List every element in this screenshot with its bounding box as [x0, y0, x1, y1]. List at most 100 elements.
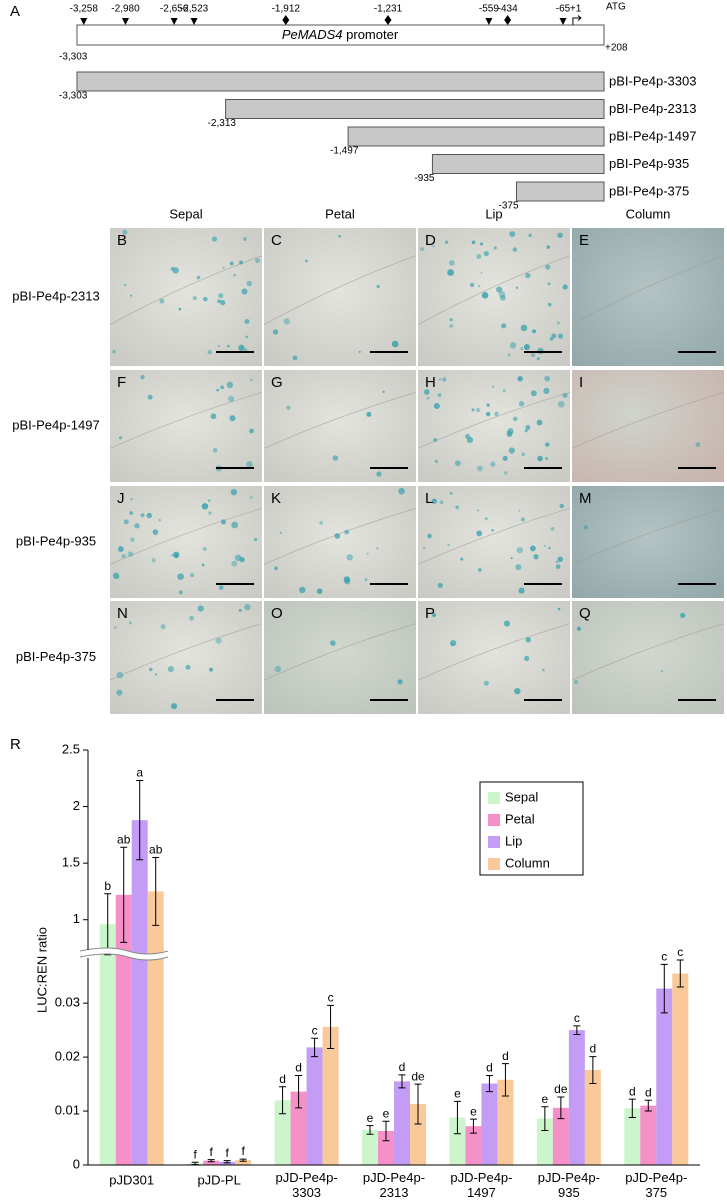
legend-label: Column [505, 855, 550, 870]
gus-spot [501, 323, 507, 329]
site-label: -559 [479, 4, 499, 15]
gus-spot [167, 666, 174, 673]
gus-spot [201, 563, 205, 567]
panel-letter: C [271, 232, 282, 249]
legend-swatch [488, 814, 500, 826]
error-bar [239, 1158, 247, 1162]
gus-spot [546, 245, 551, 249]
stain-photo [572, 601, 724, 714]
gus-spot [514, 687, 521, 695]
gus-spot [483, 251, 489, 257]
gus-spot [222, 266, 225, 269]
gus-spot [471, 240, 476, 245]
error-bar [223, 1160, 231, 1164]
panel-letter: K [271, 490, 281, 507]
gus-spot [450, 639, 457, 647]
gus-spot [432, 244, 435, 248]
gus-spot [249, 428, 254, 434]
gus-spot [504, 471, 508, 475]
gus-spot [211, 236, 218, 242]
bar [481, 1083, 498, 1165]
error-bar [191, 1161, 199, 1165]
gus-spot [477, 465, 483, 472]
gus-spot [231, 521, 239, 529]
error-bar [279, 1086, 287, 1115]
bar [449, 1117, 466, 1165]
gus-spot [507, 353, 511, 357]
error-bar [453, 1100, 461, 1135]
y-tick-label: 0 [73, 1156, 80, 1171]
stain-photo [264, 601, 416, 714]
gus-spot [574, 679, 579, 684]
gus-spot [140, 374, 145, 380]
gus-spot [116, 689, 123, 696]
gus-spot [562, 392, 568, 398]
bar [378, 1131, 394, 1165]
stain-photo [110, 486, 262, 598]
gus-spot [210, 413, 217, 420]
gus-spot [433, 437, 438, 442]
panel-letter: Q [579, 605, 591, 622]
vein [109, 392, 263, 449]
gus-spot [343, 576, 351, 583]
gus-spot [376, 547, 379, 550]
significance-letter: d [279, 1072, 286, 1086]
gus-spot [525, 637, 531, 643]
gus-spot [439, 378, 442, 381]
gus-spot [128, 621, 132, 625]
error-bar [136, 780, 144, 861]
gus-spot [502, 389, 506, 393]
gus-spot [491, 528, 494, 532]
gus-spot [358, 350, 361, 353]
gus-spot [660, 670, 663, 673]
significance-letter: f [209, 1145, 213, 1159]
gus-spot [478, 284, 481, 288]
gus-spot [173, 551, 180, 558]
bar [624, 1108, 641, 1165]
construct-bar [347, 126, 605, 147]
gus-spot [366, 552, 369, 555]
gus-spot [196, 275, 201, 280]
gus-spot [154, 673, 158, 676]
significance-letter: de [554, 1082, 568, 1096]
vein [571, 623, 725, 681]
gus-spot [239, 556, 245, 563]
axis-break [80, 948, 168, 960]
vein [263, 623, 417, 681]
bar [584, 1070, 601, 1165]
gus-spot [152, 529, 159, 535]
gus-spot [557, 400, 565, 408]
x-tick-label: pJD-Pe4p-935 [538, 1170, 600, 1199]
gus-spot [220, 385, 224, 390]
y-tick-label: 1.5 [62, 855, 80, 870]
error-bar [152, 856, 160, 926]
gus-spot [229, 415, 236, 422]
construct-start: -2,313 [208, 118, 237, 129]
vein [263, 392, 417, 449]
significance-letter: e [367, 1111, 374, 1125]
gus-spot [217, 299, 221, 304]
gus-spot [469, 282, 475, 288]
site-label: -2,980 [111, 4, 140, 15]
promoter-name: PeMADS4 [282, 27, 343, 42]
gus-spot [203, 296, 208, 302]
gus-spot [274, 665, 282, 673]
x-tick-line: pJD-Pe4p- [276, 1170, 338, 1185]
gus-spot [537, 455, 543, 462]
gus-spot [171, 554, 174, 557]
gus-spot [493, 246, 497, 250]
bar [410, 1104, 426, 1165]
gus-spot [178, 307, 182, 311]
error-bar [485, 1074, 493, 1093]
error-bar [327, 1004, 335, 1049]
site-diamond [282, 15, 290, 25]
gus-spot [518, 400, 525, 407]
panel-label: A [10, 3, 20, 20]
gus-spot [159, 298, 165, 304]
gus-spot [547, 302, 552, 307]
gus-spot [207, 349, 212, 355]
gus-spot [192, 296, 197, 301]
gus-spot [439, 500, 444, 505]
gus-spot [523, 343, 531, 351]
